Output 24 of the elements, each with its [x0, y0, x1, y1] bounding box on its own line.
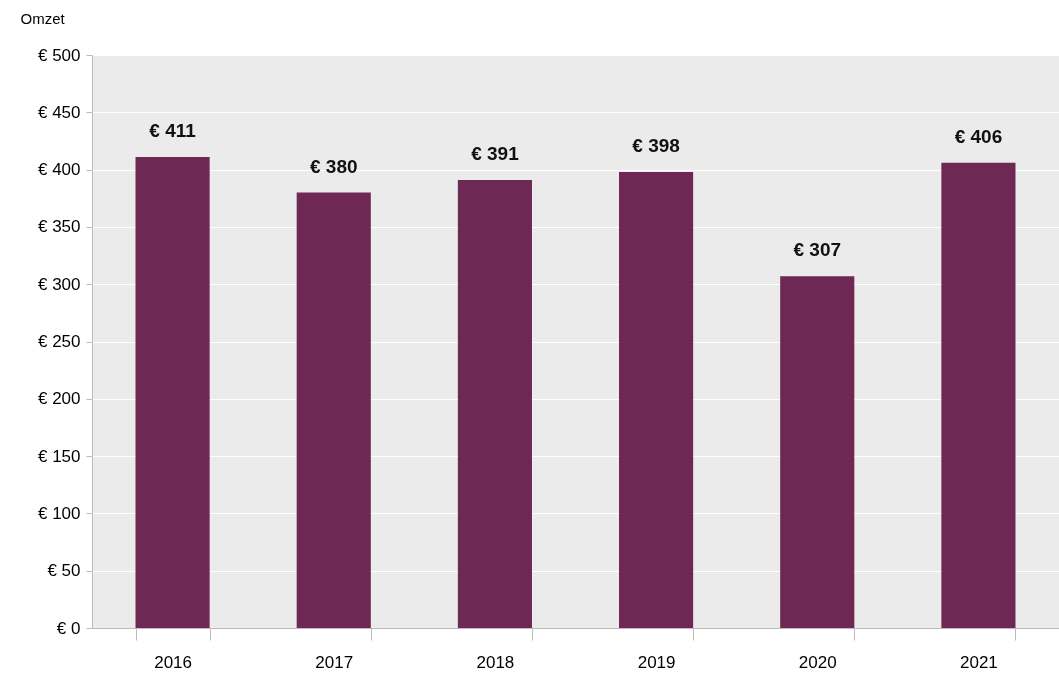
y-tick-label: € 200 — [37, 389, 81, 409]
y-tick-label: € 100 — [37, 503, 81, 523]
x-tick-label: 2019 — [637, 652, 676, 672]
x-tick-label: 2020 — [798, 652, 837, 672]
y-tick-label: € 0 — [56, 618, 81, 638]
x-tick-label: 2021 — [960, 652, 998, 672]
data-label: € 411 — [149, 119, 197, 141]
y-tick-label: € 250 — [37, 332, 81, 351]
y-tick-label: € 150 — [37, 446, 81, 466]
x-tick-label: 2016 — [154, 652, 192, 672]
y-tick-label: € 450 — [37, 102, 81, 122]
data-label: € 380 — [309, 155, 358, 177]
data-label: € 307 — [793, 239, 842, 261]
y-tick-label: € 400 — [37, 160, 81, 180]
y-tick-label: € 500 — [37, 45, 81, 65]
x-tick-label: 2017 — [315, 652, 354, 672]
data-label: € 391 — [471, 142, 520, 164]
data-label: € 398 — [632, 134, 680, 156]
x-tick-label: 2018 — [476, 652, 515, 672]
y-tick-label: € 300 — [37, 274, 81, 294]
y-tick-label: € 50 — [47, 561, 81, 581]
y-tick-label: € 350 — [37, 217, 81, 237]
y-axis-title: Omzet — [20, 9, 66, 27]
data-label: € 406 — [954, 125, 1003, 147]
